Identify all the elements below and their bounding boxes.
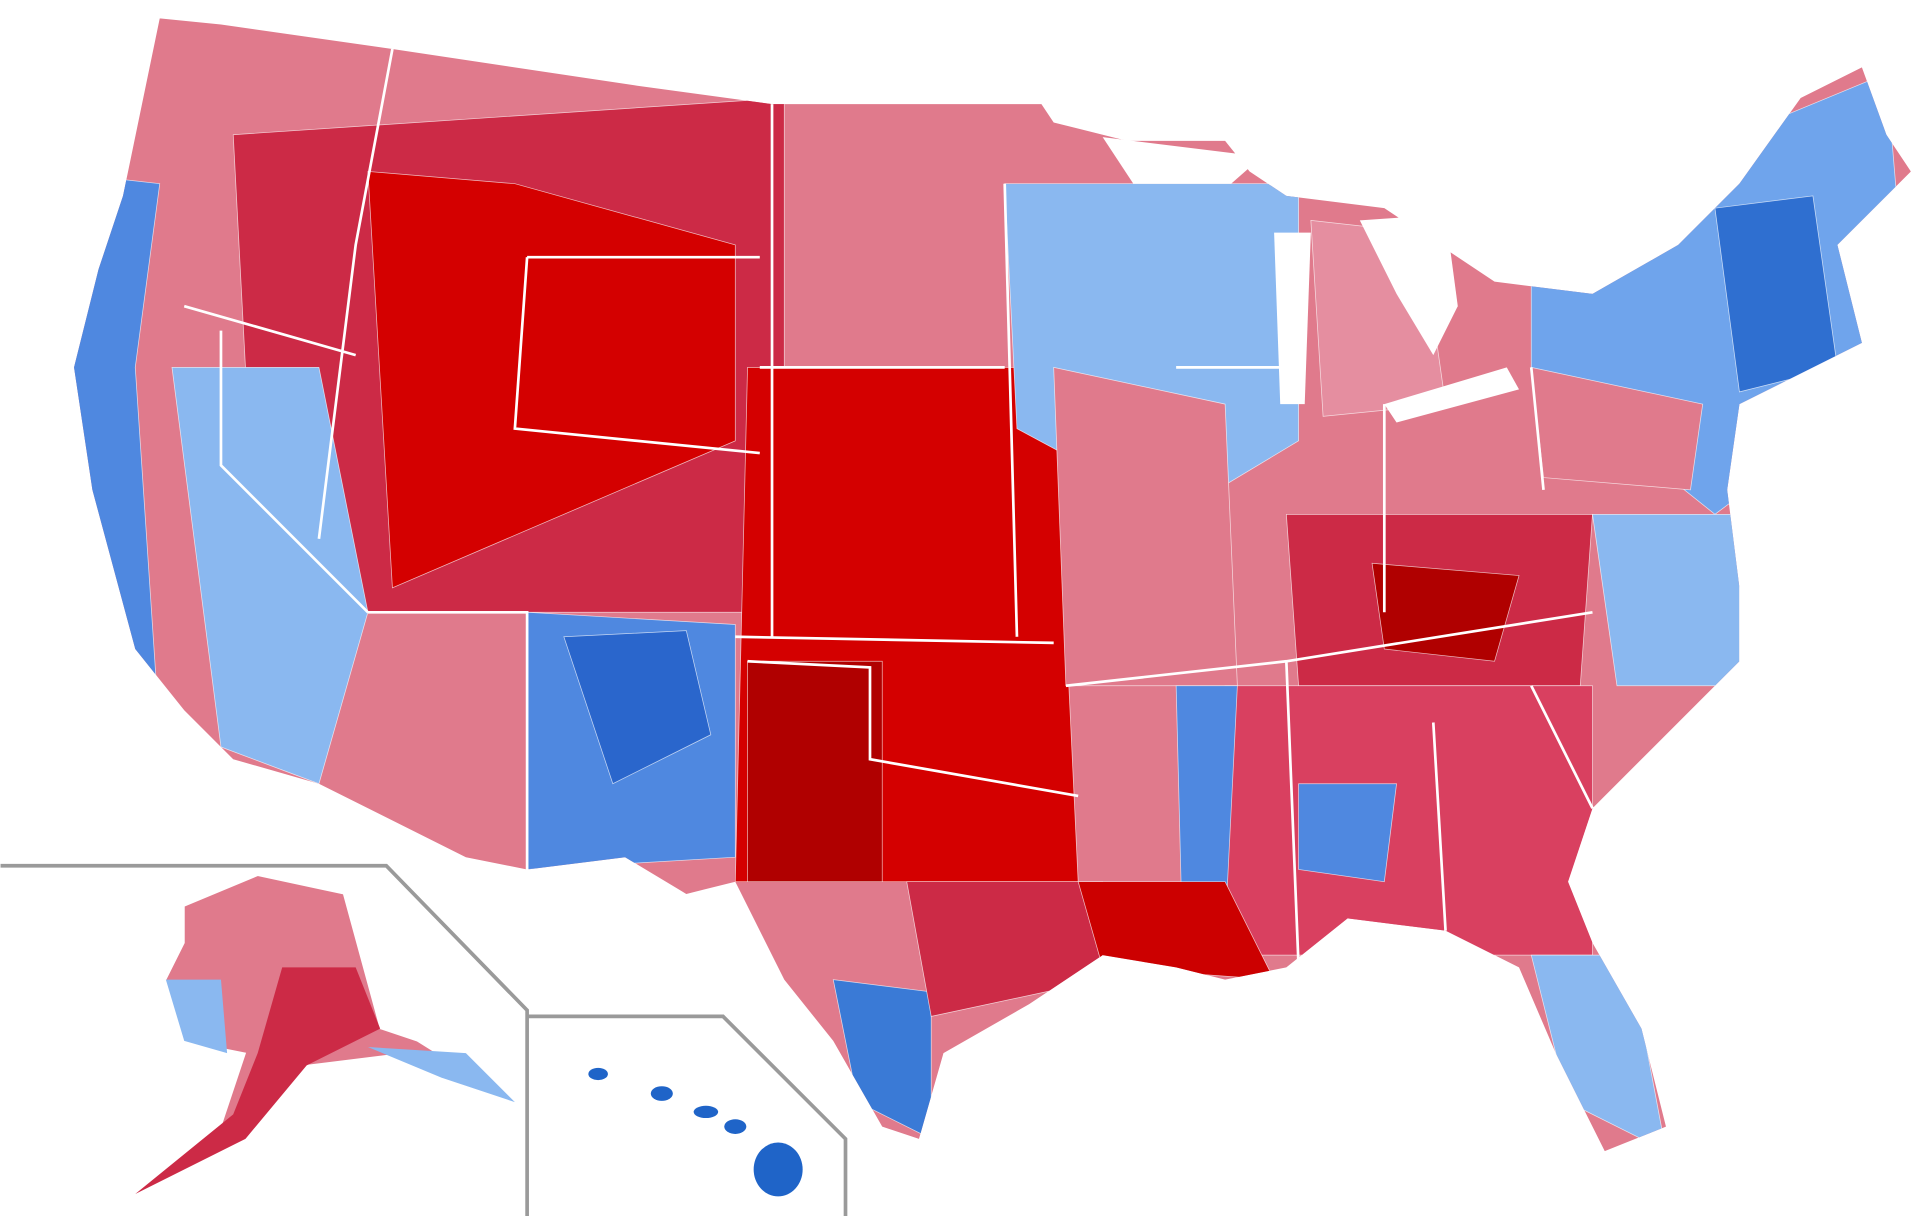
inset-frame <box>527 1014 848 1216</box>
alaska-region <box>165 979 228 1054</box>
alaska-inset <box>0 863 529 1216</box>
island <box>693 1105 719 1119</box>
island <box>753 1142 803 1197</box>
lake <box>1102 137 1262 184</box>
region <box>367 171 736 589</box>
state-borders <box>183 48 1594 968</box>
region <box>1053 366 1238 687</box>
island <box>650 1086 673 1101</box>
region <box>747 660 883 883</box>
lakes <box>1102 137 1520 423</box>
lake <box>1359 214 1458 356</box>
region <box>171 367 369 785</box>
region <box>1371 562 1520 662</box>
lake <box>1274 232 1311 405</box>
border <box>183 48 1594 968</box>
alaska-region <box>135 967 381 1194</box>
inset-frame <box>0 863 529 1216</box>
island <box>724 1119 747 1134</box>
region <box>1592 513 1740 687</box>
region <box>906 881 1104 1017</box>
lake <box>1384 367 1520 423</box>
alaska-region <box>367 1047 515 1103</box>
hawaii-inset <box>527 1014 848 1216</box>
region <box>1224 685 1593 956</box>
region <box>1298 783 1397 883</box>
island <box>588 1067 608 1081</box>
region <box>563 630 712 785</box>
